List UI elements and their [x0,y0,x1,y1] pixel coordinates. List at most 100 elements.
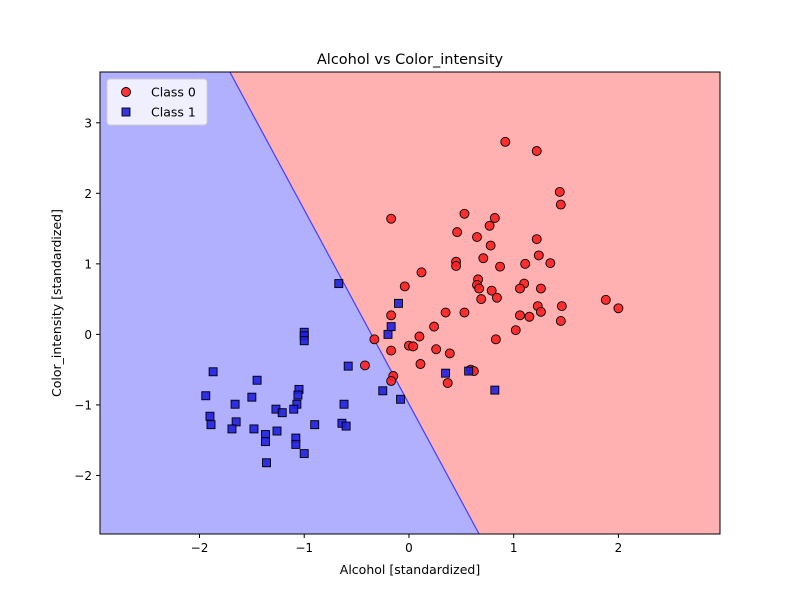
data-point-class-0 [555,316,566,326]
data-point-class-0 [491,292,502,303]
data-point-class-0 [495,261,506,272]
data-point-class-0 [524,311,535,322]
data-point-class-0 [520,258,531,269]
data-point-class-1 [396,394,406,404]
y-tick-label: −2 [74,469,92,483]
data-point-class-1 [383,329,393,339]
decision-boundary-line [229,72,480,534]
data-point-class-0 [531,146,542,156]
data-point-class-0 [440,307,451,318]
data-point-class-0 [452,227,463,238]
x-tick-label: 2 [615,541,623,555]
data-point-class-1 [341,421,351,431]
data-point-class-0 [408,341,419,352]
x-tick-label: −2 [191,541,209,555]
data-point-class-0 [535,306,546,317]
data-point-class-1 [334,279,344,289]
data-point-class-0 [459,307,470,318]
data-point-class-1 [441,368,451,378]
data-point-class-0 [399,281,410,292]
data-point-class-1 [247,392,257,402]
data-point-class-1 [277,408,287,418]
legend: Class 0 Class 1 [106,78,208,126]
data-point-class-0 [360,360,370,371]
data-points [201,136,624,468]
data-point-class-0 [429,321,440,332]
data-point-class-0 [533,250,544,261]
data-point-class-1 [227,424,237,434]
data-point-class-1 [206,420,216,430]
data-point-class-0 [415,359,426,369]
y-tick-label: 2 [84,187,92,201]
data-point-class-0 [515,310,525,321]
y-axis-ticks: −2 −1 0 1 2 3 [74,116,100,483]
data-point-class-0 [515,283,525,294]
data-point-class-1 [261,437,270,447]
data-point-class-0 [459,208,470,219]
data-point-class-0 [386,310,397,321]
data-point-class-1 [464,366,474,376]
data-point-class-1 [205,411,215,421]
y-tick-label: −1 [74,398,92,412]
plot-frame [99,71,721,535]
data-point-class-0 [431,344,442,355]
legend-label-class-1: Class 1 [151,105,196,120]
data-point-class-1 [343,361,353,371]
data-point-class-0 [414,331,425,342]
data-point-class-0 [554,186,565,197]
data-point-class-0 [476,294,487,305]
data-point-class-1 [386,322,396,332]
y-axis-label: Color_intensity [standardized] [49,209,64,397]
data-point-class-1 [252,375,262,385]
data-point-class-1 [490,385,500,395]
data-point-class-0 [489,213,500,223]
data-point-class-1 [394,298,403,308]
data-point-class-0 [484,220,495,231]
data-point-class-0 [386,213,397,224]
data-point-class-0 [472,232,482,243]
data-point-class-1 [262,458,271,468]
data-point-class-1 [272,426,282,436]
data-point-class-1 [230,399,240,409]
region-class-1 [100,72,480,534]
y-tick-label: 3 [84,116,92,130]
data-point-class-0 [555,199,566,210]
data-point-class-1 [339,399,349,409]
legend-marker-class-0 [121,87,131,97]
x-axis-ticks: −2 −1 0 1 2 [191,534,623,555]
data-point-class-0 [478,253,489,264]
data-point-class-0 [545,258,556,269]
data-point-class-0 [600,294,611,305]
y-tick-label: 1 [84,257,92,271]
data-point-class-0 [531,234,542,245]
data-point-class-0 [386,345,397,356]
x-tick-label: −1 [295,541,313,555]
data-point-class-1 [293,390,303,400]
data-point-class-0 [490,334,501,345]
data-point-class-0 [444,348,455,359]
data-point-class-0 [386,375,397,386]
data-point-class-1 [201,391,211,401]
chart-title: Alcohol vs Color_intensity [317,52,504,68]
data-point-class-1 [249,424,259,434]
data-point-class-0 [474,283,485,294]
legend-label-class-0: Class 0 [151,85,196,100]
legend-box [106,78,208,126]
x-axis-label: Alcohol [standardized] [340,562,480,577]
data-point-class-1 [291,439,301,449]
data-point-class-1 [299,449,309,459]
data-point-class-1 [289,404,299,414]
data-point-class-1 [208,367,218,377]
x-tick-label: 0 [405,541,413,555]
data-point-class-0 [535,283,546,294]
data-point-class-0 [442,378,453,389]
data-point-class-1 [310,420,320,430]
decision-regions [100,72,720,534]
legend-marker-class-1 [121,107,131,117]
data-point-class-0 [486,285,497,296]
data-point-class-1 [299,336,309,346]
data-point-class-0 [416,267,427,278]
data-point-class-0 [500,136,511,147]
data-point-class-0 [556,301,567,312]
